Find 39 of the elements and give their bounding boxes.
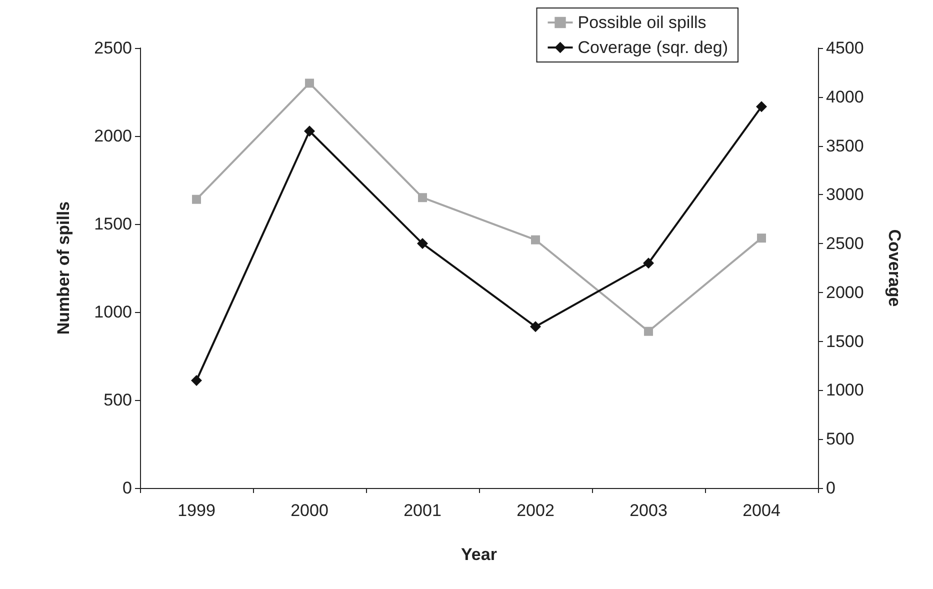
x-axis-title: Year: [461, 545, 498, 564]
x-tick-label: 2003: [630, 501, 668, 520]
y-tick-label: 2000: [94, 126, 132, 146]
y2-tick-label: 1000: [826, 380, 864, 400]
point: [304, 126, 315, 137]
x-tick-label: 2004: [742, 501, 780, 520]
y2-tick-label: 3000: [826, 185, 864, 204]
point: [530, 321, 541, 332]
point: [418, 193, 427, 202]
y-tick-label: 2500: [94, 38, 132, 58]
point: [644, 326, 653, 336]
y2-tick-label: 2500: [826, 234, 864, 254]
point: [305, 78, 314, 88]
y2-tick-label: 1500: [826, 332, 864, 351]
point: [756, 101, 767, 112]
x-tick-label: 2001: [404, 501, 442, 520]
x-tick-label: 2000: [290, 501, 328, 520]
y-axis-title: Number of spills: [54, 201, 73, 335]
y-tick-label: 1000: [94, 302, 132, 322]
x-tick-label: 1999: [178, 501, 216, 520]
y2-tick-label: 500: [826, 430, 854, 449]
y-tick-label: 1500: [94, 214, 132, 234]
point: [192, 194, 201, 204]
y-tick-label: 500: [104, 390, 132, 410]
x-tick-label: 2002: [516, 501, 554, 520]
y2-tick-label: 0: [826, 478, 836, 498]
point: [643, 258, 654, 269]
y2-tick-label: 4000: [826, 87, 864, 106]
y-tick-label: 0: [122, 478, 132, 498]
point: [191, 374, 202, 386]
y2-tick-label: 3500: [826, 136, 864, 156]
point: [757, 234, 766, 243]
point: [531, 235, 540, 244]
y2-tick-label: 4500: [826, 38, 864, 58]
y2-axis-title: Coverage: [885, 229, 904, 307]
y2-tick-label: 2000: [826, 282, 864, 302]
legend-label: Possible oil spills: [578, 13, 706, 32]
legend-label: Coverage (sqr. deg): [578, 38, 728, 57]
point: [417, 238, 428, 250]
